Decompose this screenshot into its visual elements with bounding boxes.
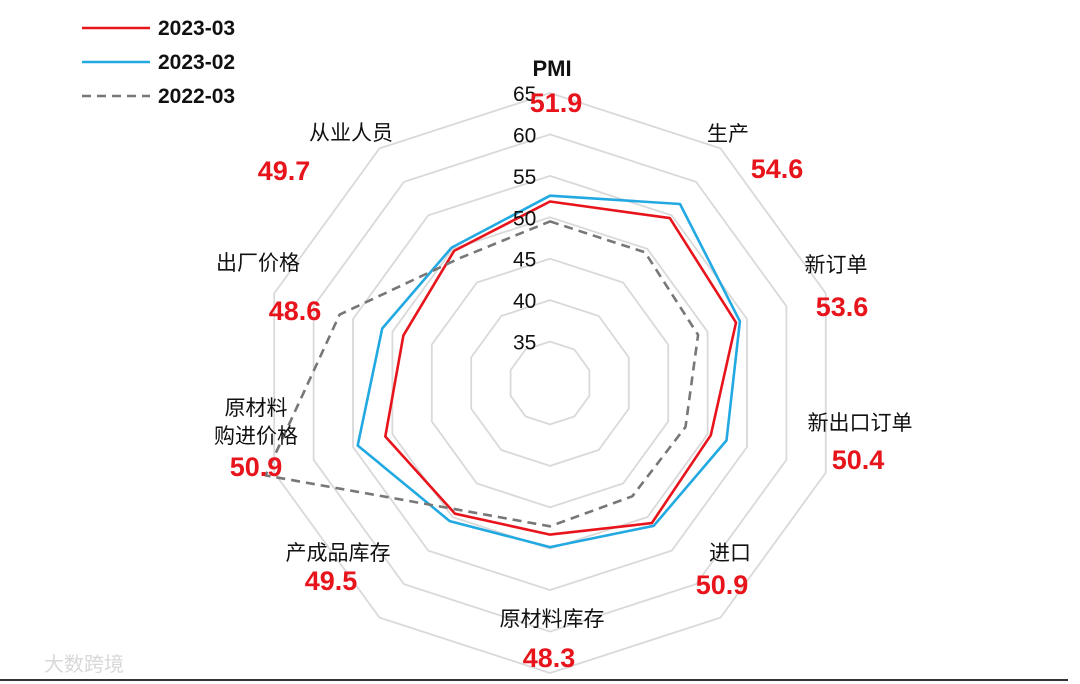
- grid-ring-65: [273, 92, 827, 674]
- grid-ring-50: [391, 216, 709, 550]
- axis-label-2: 新订单: [805, 253, 868, 277]
- tick-label-50: 50: [513, 207, 536, 230]
- axis-value-2: 53.6: [816, 292, 869, 322]
- radar-series: [264, 194, 742, 549]
- axis-label-0: PMI: [532, 56, 571, 81]
- radar-tick-labels: 35 40 45 50 55 60 65: [513, 83, 536, 355]
- grid-ring-55: [352, 174, 748, 592]
- tick-label-55: 55: [513, 166, 536, 189]
- legend: 2023-03 2023-02 2022-03: [82, 17, 235, 108]
- legend-label-2023-03: 2023-03: [158, 17, 235, 40]
- axis-label-7: 原材料购进价格: [214, 396, 298, 448]
- axis-value-9: 49.7: [258, 156, 311, 186]
- grid-ring-60: [312, 133, 788, 633]
- axis-value-7: 50.9: [230, 452, 283, 482]
- axis-value-8: 48.6: [269, 296, 322, 326]
- axis-label-6: 产成品库存: [286, 541, 391, 565]
- series-line-2023-03: [383, 200, 738, 536]
- axis-label-9: 从业人员: [309, 121, 393, 145]
- legend-label-2023-02: 2023-02: [158, 51, 235, 74]
- watermark: 大数跨境: [44, 652, 124, 676]
- tick-label-45: 45: [513, 249, 536, 272]
- grid-ring-35: [509, 340, 591, 426]
- series-line-2023-02: [356, 194, 742, 549]
- grid-ring-40: [470, 299, 630, 467]
- axis-value-5: 48.3: [523, 643, 576, 673]
- axis-value-0: 51.9: [530, 88, 583, 118]
- tick-label-40: 40: [513, 290, 536, 313]
- watermark-text: 大数跨境: [44, 652, 124, 676]
- axis-value-1: 54.6: [751, 154, 804, 184]
- axis-label-8: 出厂价格: [216, 251, 300, 275]
- axis-label-3: 新出口订单: [808, 411, 913, 435]
- axis-value-4: 50.9: [696, 570, 749, 600]
- series-line-2022-03: [264, 220, 700, 528]
- tick-label-65: 65: [513, 83, 536, 106]
- axis-label-5: 原材料库存: [500, 607, 605, 631]
- tick-label-60: 60: [513, 124, 536, 147]
- axis-label-1: 生产: [707, 122, 749, 146]
- legend-label-2022-03: 2022-03: [158, 85, 235, 108]
- axis-value-3: 50.4: [832, 445, 885, 475]
- axis-label-4: 进口: [709, 541, 751, 565]
- grid-ring-45: [430, 257, 670, 509]
- axis-value-6: 49.5: [305, 566, 358, 596]
- tick-label-35: 35: [513, 332, 536, 355]
